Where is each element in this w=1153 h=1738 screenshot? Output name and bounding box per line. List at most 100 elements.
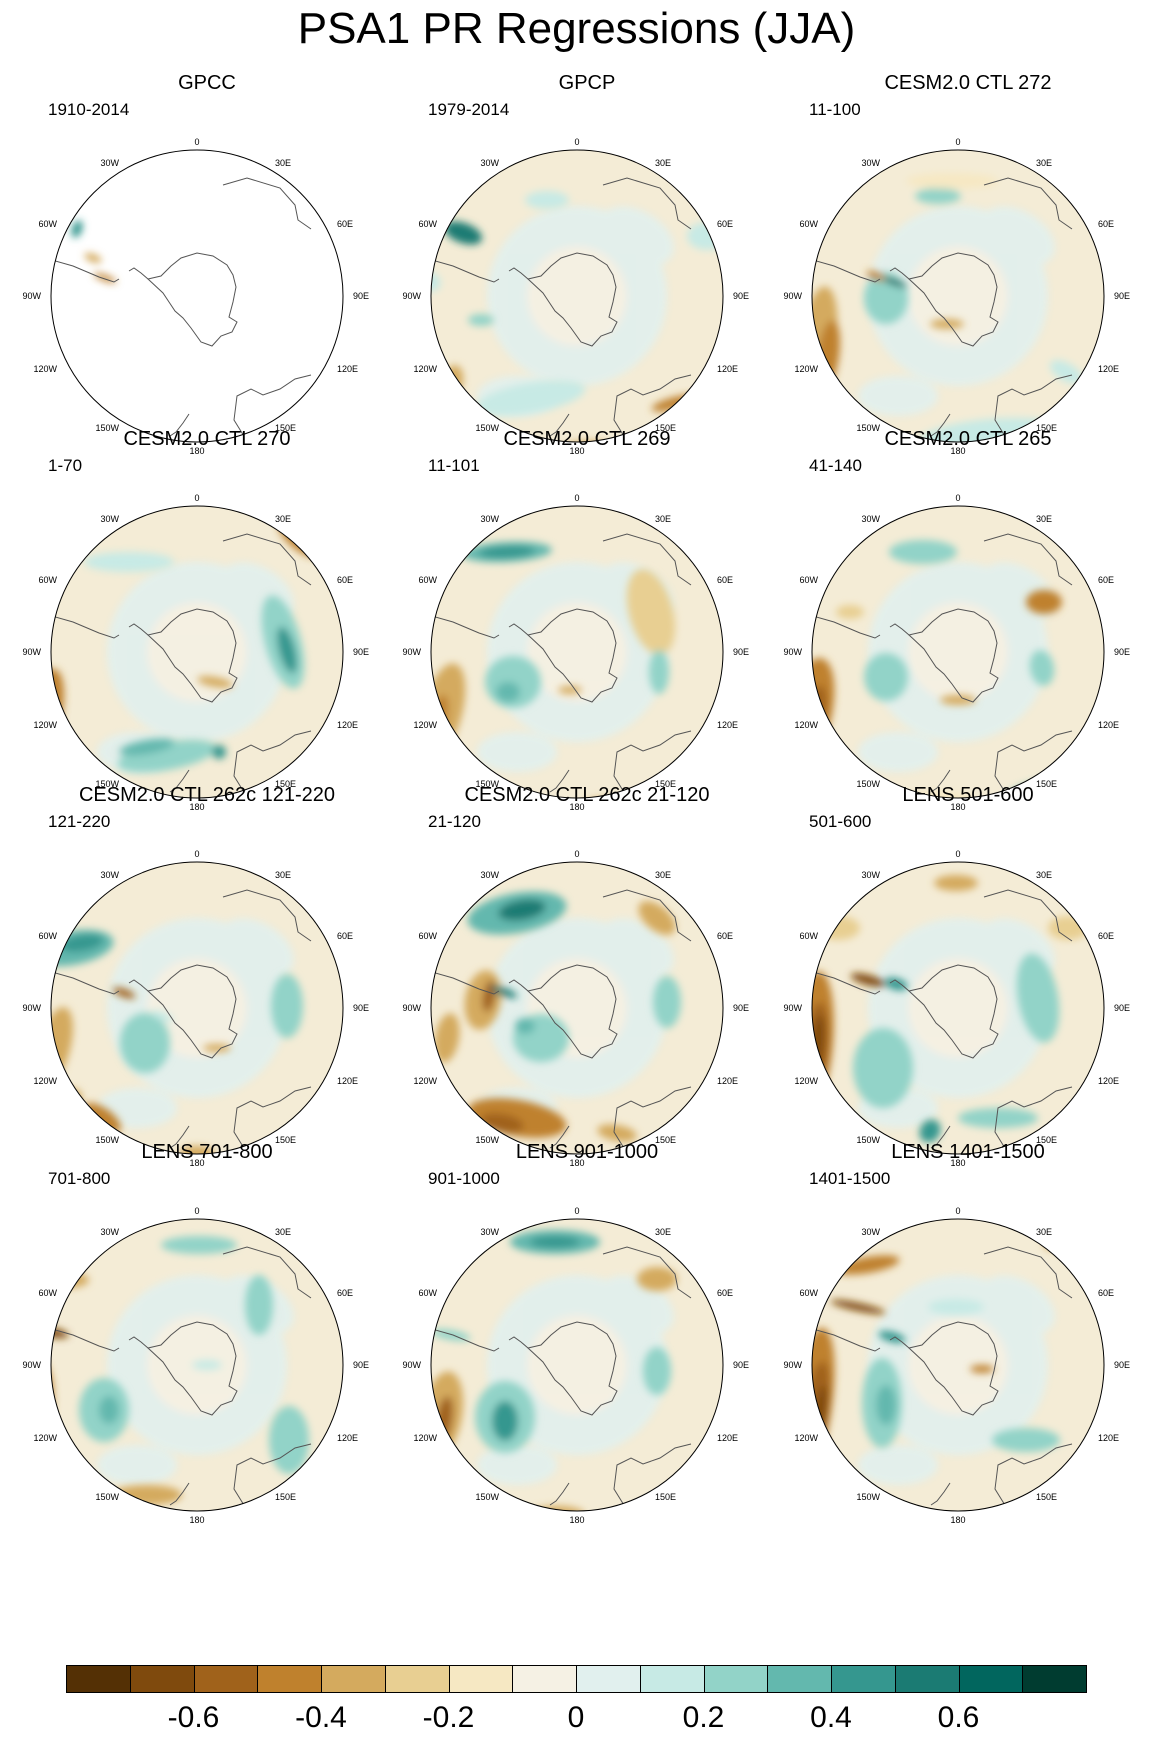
longitude-label: 30E — [655, 1227, 671, 1237]
longitude-label: 60E — [1098, 931, 1114, 941]
coastline — [526, 964, 618, 1059]
longitude-label: 60W — [418, 575, 437, 585]
longitude-label: 0 — [574, 137, 579, 147]
regression-anomaly — [830, 1299, 886, 1315]
regression-anomaly — [970, 1365, 994, 1373]
regression-anomaly — [643, 1347, 671, 1395]
regression-anomaly — [816, 916, 860, 940]
coastline — [549, 1482, 570, 1506]
coastline — [613, 374, 692, 442]
coastline — [508, 623, 529, 636]
longitude-label: 30E — [655, 514, 671, 524]
regression-anomaly — [530, 1236, 580, 1248]
coastline — [431, 245, 500, 283]
longitude-label: 90E — [733, 1360, 749, 1370]
map-border — [50, 505, 344, 799]
regression-anomaly — [443, 221, 483, 245]
panel-title: LENS 501-600 — [902, 784, 1034, 806]
colorbar-box — [894, 1665, 960, 1693]
panel-title: LENS 901-1000 — [515, 1141, 659, 1163]
longitude-label: 180 — [950, 1515, 965, 1525]
panel-title: LENS 701-800 — [141, 1141, 273, 1163]
regression-anomaly — [150, 1010, 174, 1022]
longitude-label: 120E — [717, 1433, 738, 1443]
colorbar-box — [448, 1665, 514, 1693]
longitude-label: 0 — [574, 849, 579, 859]
regression-anomaly — [1043, 1239, 1083, 1251]
field-texture — [858, 732, 938, 772]
map-border — [430, 149, 724, 443]
map-border — [50, 1218, 344, 1512]
regression-anomaly — [626, 569, 676, 655]
coastline — [907, 1321, 999, 1416]
map-border — [811, 505, 1105, 799]
longitude-label: 120E — [1098, 1076, 1119, 1086]
longitude-label: 60E — [1098, 1288, 1114, 1298]
longitude-label: 0 — [955, 137, 960, 147]
colorbar-label: 0 — [567, 1701, 585, 1734]
coastline — [930, 1125, 951, 1149]
field-texture — [981, 1275, 1055, 1335]
longitude-label: 60W — [799, 1288, 818, 1298]
regression-anomaly — [1049, 360, 1083, 384]
map-border — [430, 861, 724, 1155]
coastline — [146, 1321, 238, 1416]
longitude-label: 30W — [100, 1227, 119, 1237]
field-texture — [600, 918, 674, 978]
longitude-label: 90W — [783, 1003, 802, 1013]
regression-anomaly — [161, 1236, 237, 1254]
regression-anomaly — [653, 976, 681, 1028]
longitude-label: 150E — [655, 779, 676, 789]
regression-anomaly — [928, 1299, 984, 1315]
longitude-label: 60W — [38, 1288, 57, 1298]
regression-anomaly — [889, 540, 957, 564]
panel-period: 1979-2014 — [428, 100, 510, 119]
map-panel: GPCP 0 30E 60E 90E 120E 150E 180 150W 120W 90W 60W 3… — [395, 70, 779, 465]
longitude-label: 60E — [1098, 219, 1114, 229]
panel-title: LENS 1401-1500 — [891, 1141, 1045, 1163]
polar-map: 0 30E 60E 90E 120E 150E 180 150W 120W 90W 60W 30W — [22, 1206, 369, 1525]
field-texture — [858, 376, 938, 416]
regression-anomaly — [99, 1396, 119, 1424]
polar-map: 0 30E 60E 90E 120E 150E 180 150W 120W 90W 60W 30W — [402, 1206, 749, 1525]
longitude-label: 120E — [1098, 720, 1119, 730]
map-panel: CESM2.0 CTL 272 0 30E 60E 90E 120E 150E 180 150W… — [776, 70, 1153, 465]
regression-anomaly — [490, 985, 518, 999]
coastline — [526, 252, 618, 347]
longitude-label: 120E — [337, 1076, 358, 1086]
longitude-label: 90E — [353, 647, 369, 657]
coastline — [222, 1246, 312, 1299]
longitude-label: 90E — [1114, 1360, 1130, 1370]
longitude-label: 180 — [950, 802, 965, 812]
coastline — [930, 1482, 951, 1506]
field-texture — [600, 206, 674, 266]
longitude-label: 60E — [717, 219, 733, 229]
regression-anomaly — [492, 1401, 518, 1441]
coastline — [51, 245, 120, 283]
polar-map: 0 30E 60E 90E 120E 150E 180 150W 120W 90W 60W 30W — [22, 849, 369, 1168]
coastline — [907, 964, 999, 1059]
regression-anomaly — [245, 1275, 273, 1335]
longitude-label: 0 — [574, 493, 579, 503]
coastline — [549, 413, 570, 437]
colorbar-box — [66, 1665, 131, 1693]
coastline — [222, 889, 312, 942]
colorbar-box — [831, 1665, 896, 1693]
coastline — [128, 267, 149, 280]
coastline — [812, 957, 881, 995]
polar-map: 0 30E 60E 90E 120E 150E 180 150W 120W 90W 60W 30W — [22, 137, 369, 456]
field-texture — [858, 1445, 938, 1485]
coastline — [994, 374, 1073, 442]
longitude-label: 150W — [856, 423, 880, 433]
longitude-label: 60E — [717, 931, 733, 941]
panel-period: 121-220 — [48, 812, 111, 831]
longitude-label: 120W — [33, 364, 57, 374]
coastline — [51, 957, 120, 995]
coastline — [983, 1246, 1073, 1299]
longitude-label: 60E — [337, 219, 353, 229]
regression-anomaly — [906, 173, 998, 189]
colorbar-box — [767, 1665, 832, 1693]
regression-anomaly — [853, 1028, 913, 1108]
coastline — [431, 957, 500, 995]
regression-anomaly — [434, 1013, 460, 1063]
